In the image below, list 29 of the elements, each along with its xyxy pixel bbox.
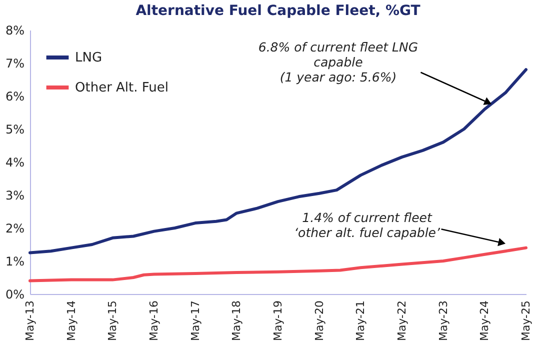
y-tick-label: 3% xyxy=(5,188,24,202)
x-tick-label: May-14 xyxy=(64,300,78,342)
legend-label: LNG xyxy=(75,50,102,66)
y-tick-label: 6% xyxy=(5,90,24,104)
x-tick-label: May-18 xyxy=(230,300,244,342)
x-tick-label: May-16 xyxy=(148,300,161,342)
x-tick-label: May-19 xyxy=(271,300,284,342)
x-tick-label: May-20 xyxy=(312,300,326,342)
y-tick-label: 4% xyxy=(5,156,24,170)
y-tick-label: 5% xyxy=(5,122,24,136)
line-series xyxy=(28,68,528,254)
x-tick-label: May-23 xyxy=(436,300,450,342)
line-series xyxy=(28,246,528,282)
y-tick-label: 7% xyxy=(5,56,24,70)
legend-label: Other Alt. Fuel xyxy=(75,80,169,96)
annotation: 1.4% of current fleet ‘other alt. fuel capable’ xyxy=(294,210,441,240)
x-tick-label: May-21 xyxy=(354,300,368,342)
y-tick-label: 0% xyxy=(5,288,24,302)
x-tick-label: May-17 xyxy=(188,300,202,342)
y-tick-label: 1% xyxy=(5,254,24,268)
x-tick-label: May-25 xyxy=(520,300,532,342)
x-tick-label: May-24 xyxy=(478,300,492,342)
annotation: 6.8% of current fleet LNG capable (1 year ago: 5.6%) xyxy=(258,40,418,85)
y-tick-label: 2% xyxy=(5,222,24,236)
y-tick-label: 8% xyxy=(5,24,24,38)
x-tick-label: May-22 xyxy=(395,300,408,342)
x-tick-label: May-13 xyxy=(24,300,36,342)
chart-title: Alternative Fuel Capable Fleet, %GT xyxy=(136,3,421,19)
x-tick-label: May-15 xyxy=(106,300,120,342)
